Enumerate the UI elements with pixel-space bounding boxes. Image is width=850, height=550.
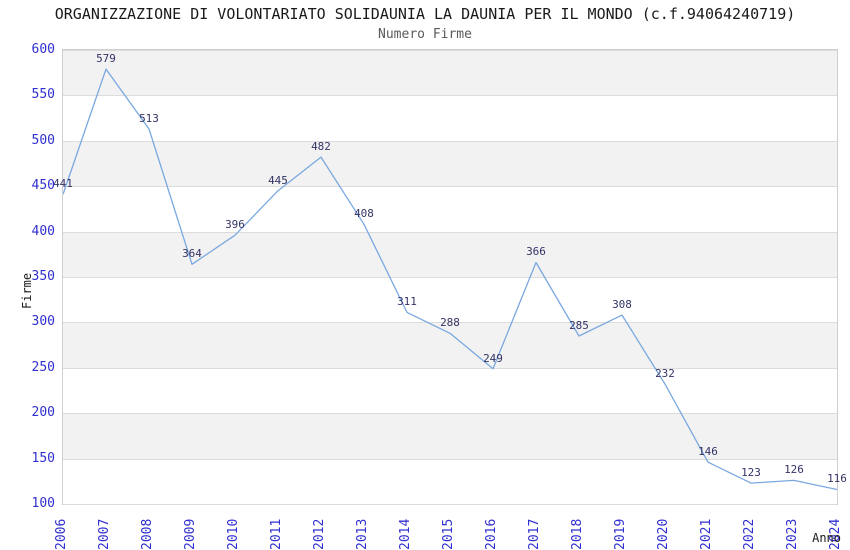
x-tick-label: 2013 [355, 518, 370, 550]
data-point-label: 123 [741, 466, 761, 480]
grid-band [63, 277, 837, 323]
data-point-label: 308 [612, 298, 632, 312]
gridline [63, 277, 837, 278]
gridline [63, 186, 837, 188]
y-tick-label: 100 [31, 496, 55, 511]
grid-band [63, 367, 837, 414]
y-tick-label: 200 [31, 405, 55, 421]
y-tick-label: 400 [31, 223, 55, 239]
plot-area: 441 579 513 364 396 445 482 408 311 288 249 366 285 3… [53, 49, 847, 505]
data-point-label: 364 [182, 247, 202, 261]
grid-band [63, 231, 837, 277]
gridline [63, 50, 837, 51]
data-point-label: 146 [698, 445, 718, 459]
x-tick-label: 2018 [570, 518, 585, 550]
gridline [63, 140, 837, 142]
x-tick-label: 2012 [312, 518, 327, 550]
gridline [63, 458, 837, 460]
grid-band [63, 140, 837, 187]
data-point-label: 126 [784, 463, 804, 477]
x-tick-label: 2021 [699, 518, 714, 550]
data-point-label: 116 [827, 472, 847, 486]
y-tick-label: 550 [31, 87, 55, 103]
data-point-label: 288 [440, 316, 460, 330]
data-point-label: 482 [311, 140, 331, 154]
series-svg [63, 68, 837, 491]
data-point-label: 445 [268, 173, 288, 187]
y-tick-label: 350 [31, 269, 55, 284]
x-tick-label: 2020 [656, 518, 671, 550]
gridline [63, 504, 837, 505]
grid-band [63, 458, 837, 504]
data-point-label: 232 [655, 367, 675, 381]
y-tick-label: 450 [31, 178, 55, 194]
y-tick-label: 600 [31, 42, 55, 57]
x-tick-label: 2022 [742, 518, 757, 550]
gridline [63, 322, 837, 324]
gridline [63, 367, 837, 369]
chart-subtitle: Numero Firme [378, 27, 472, 42]
gridline [63, 231, 837, 233]
y-tick-label: 250 [31, 359, 55, 375]
gridline [63, 95, 837, 97]
x-tick-label: 2015 [441, 518, 456, 550]
x-tick-label: 2009 [183, 518, 198, 550]
y-tick-label: 150 [31, 450, 55, 466]
data-point-label: 579 [96, 52, 116, 66]
grid-band [63, 322, 837, 368]
data-point-label: 249 [483, 351, 503, 365]
x-tick-label: 2014 [398, 518, 413, 550]
data-point-label: 311 [397, 295, 417, 309]
x-tick-label: 2008 [140, 518, 155, 550]
x-tick-label: 2019 [613, 518, 628, 550]
data-point-label: 396 [225, 218, 245, 232]
x-tick-label: 2023 [785, 518, 800, 550]
y-tick-label: 300 [31, 314, 55, 330]
data-point-label: 441 [53, 177, 73, 191]
data-point-label: 408 [354, 207, 374, 221]
x-axis-title: Anno [812, 531, 841, 545]
y-tick-label: 500 [31, 132, 55, 148]
series-line [63, 68, 837, 491]
x-tick-label: 2011 [269, 518, 284, 550]
x-tick-label: 2007 [97, 518, 112, 550]
x-tick-label: 2010 [226, 518, 241, 550]
data-point-label: 285 [569, 319, 589, 333]
grid-band [63, 413, 837, 459]
gridline [63, 413, 837, 415]
x-tick-label: 2017 [527, 518, 542, 550]
grid-band [63, 50, 837, 96]
data-point-label: 513 [139, 111, 159, 125]
x-tick-label: 2016 [484, 518, 499, 550]
x-tick-label: 2006 [54, 518, 69, 550]
grid-band [63, 95, 837, 141]
chart-title: ORGANIZZAZIONE DI VOLONTARIATO SOLIDAUNI… [54, 5, 796, 23]
y-axis-title: Firme [20, 272, 34, 309]
data-point-label: 366 [526, 245, 546, 259]
grid-band [63, 186, 837, 232]
